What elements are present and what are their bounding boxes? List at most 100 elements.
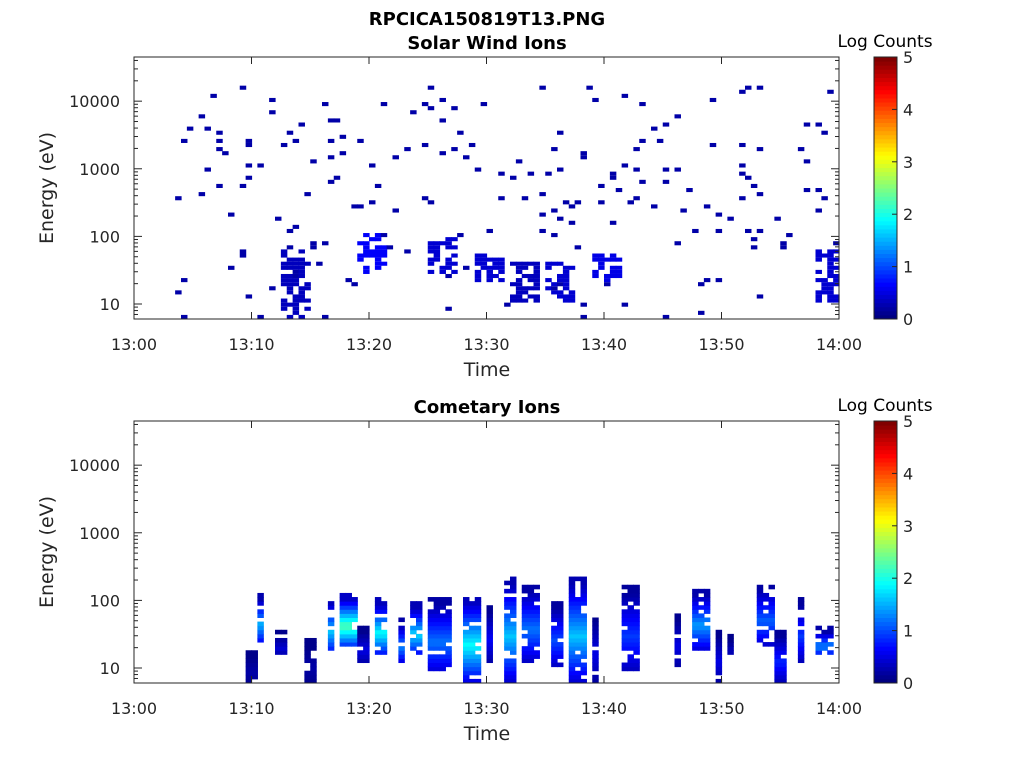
heatmap-cell — [298, 122, 305, 127]
heatmap-cell — [739, 171, 746, 176]
heatmap-cell — [674, 241, 681, 246]
heatmap-cell — [216, 147, 223, 152]
heatmap-cell — [833, 278, 840, 283]
heatmap-cell — [463, 642, 470, 647]
colorbar-swatch — [874, 629, 897, 635]
colorbar-swatch — [874, 302, 897, 308]
heatmap-cell — [433, 253, 441, 258]
heatmap-cell — [439, 597, 446, 602]
heatmap-cell — [351, 609, 358, 614]
heatmap-cell — [621, 666, 629, 672]
heatmap-cell — [292, 310, 300, 315]
heatmap-cell — [316, 261, 323, 266]
heatmap-cell — [633, 617, 640, 623]
heatmap-cell — [380, 605, 388, 610]
heatmap-cell — [380, 261, 388, 266]
heatmap-cell — [410, 637, 417, 643]
heatmap-cell — [474, 654, 482, 659]
heatmap-cell — [551, 290, 558, 295]
heatmap-cell — [427, 269, 435, 274]
heatmap-cell — [357, 658, 364, 664]
heatmap-cell — [521, 273, 529, 279]
heatmap-cell — [498, 257, 505, 262]
heatmap-cell — [774, 654, 781, 659]
heatmap-cell — [351, 629, 358, 635]
heatmap-cell — [445, 621, 452, 627]
heatmap-cell — [339, 151, 347, 156]
heatmap-cell — [703, 646, 711, 651]
heatmap-cell — [709, 142, 717, 148]
cometary-panel: Cometary Ions 13:00 13:10 13:20 13:30 13:40 1… — [36, 396, 933, 745]
heatmap-cell — [357, 642, 364, 647]
heatmap-cell — [592, 658, 599, 664]
heatmap-cell — [557, 642, 564, 647]
heatmap-cell — [468, 678, 476, 684]
heatmap-cell — [627, 662, 634, 668]
heatmap-cell — [803, 159, 811, 164]
heatmap-cell — [463, 670, 470, 676]
colorbar-swatch — [874, 461, 897, 467]
heatmap-cell — [627, 646, 634, 651]
heatmap-cell — [504, 658, 511, 664]
heatmap-cell — [568, 584, 576, 590]
x-tick-label: 13:00 — [111, 335, 157, 354]
heatmap-cell — [304, 674, 311, 680]
heatmap-cell — [451, 269, 458, 274]
heatmap-cell — [592, 654, 599, 659]
heatmap-cell — [797, 637, 805, 643]
heatmap-cell — [410, 646, 417, 651]
heatmap-cell — [427, 666, 435, 672]
heatmap-cell — [345, 625, 352, 631]
heatmap-cell — [463, 654, 470, 659]
heatmap-cell — [627, 613, 634, 618]
colorbar-swatch — [874, 531, 897, 537]
y-tick-label: 10000 — [69, 92, 120, 111]
heatmap-cell — [445, 306, 452, 311]
heatmap-cell — [557, 290, 564, 295]
heatmap-cell — [698, 282, 705, 287]
heatmap-cell — [833, 257, 840, 262]
heatmap-cell — [298, 261, 305, 266]
heatmap-cell — [768, 584, 775, 590]
heatmap-cell — [545, 265, 552, 270]
heatmap-cell — [551, 147, 558, 152]
y-axis-solar-wind: 10 100 1000 10000 — [69, 59, 839, 320]
heatmap-cell — [468, 658, 476, 664]
heatmap-cell — [780, 650, 787, 655]
heatmap-cell — [574, 621, 582, 627]
heatmap-cell — [592, 617, 599, 623]
heatmap-cell — [427, 658, 435, 664]
colorbar-swatch — [874, 674, 897, 680]
heatmap-cell — [304, 650, 311, 655]
heatmap-cell — [557, 282, 564, 287]
heatmap-cell — [504, 662, 511, 668]
panel-title-cometary: Cometary Ions — [414, 397, 561, 418]
heatmap-cell — [633, 196, 640, 201]
heatmap-cell — [374, 257, 382, 262]
heatmap-cell — [745, 175, 752, 180]
heatmap-cell — [468, 646, 476, 651]
heatmap-cell — [251, 658, 258, 664]
colorbar-swatch — [874, 220, 897, 226]
heatmap-cell — [439, 613, 446, 618]
heatmap-cell — [468, 662, 476, 668]
heatmap-cell — [574, 637, 582, 643]
heatmap-cell — [416, 642, 423, 647]
heatmap-cell — [504, 642, 511, 647]
heatmap-cell — [521, 609, 529, 614]
heatmap-cell — [374, 597, 382, 602]
heatmap-cell — [727, 642, 734, 647]
heatmap-cell — [815, 257, 822, 262]
heatmap-cell — [515, 159, 523, 164]
heatmap-cell — [504, 670, 511, 676]
heatmap-cell — [551, 605, 558, 610]
heatmap-cell — [463, 613, 470, 618]
heatmap-cell — [486, 613, 493, 618]
heatmap-cell — [815, 269, 822, 274]
heatmap-cell — [621, 597, 629, 602]
heatmap-cell — [633, 633, 640, 639]
heatmap-cell — [374, 633, 382, 639]
x-tick-label: 13:40 — [581, 335, 627, 354]
heatmap-cell — [768, 617, 775, 623]
heatmap-cell — [633, 642, 640, 647]
